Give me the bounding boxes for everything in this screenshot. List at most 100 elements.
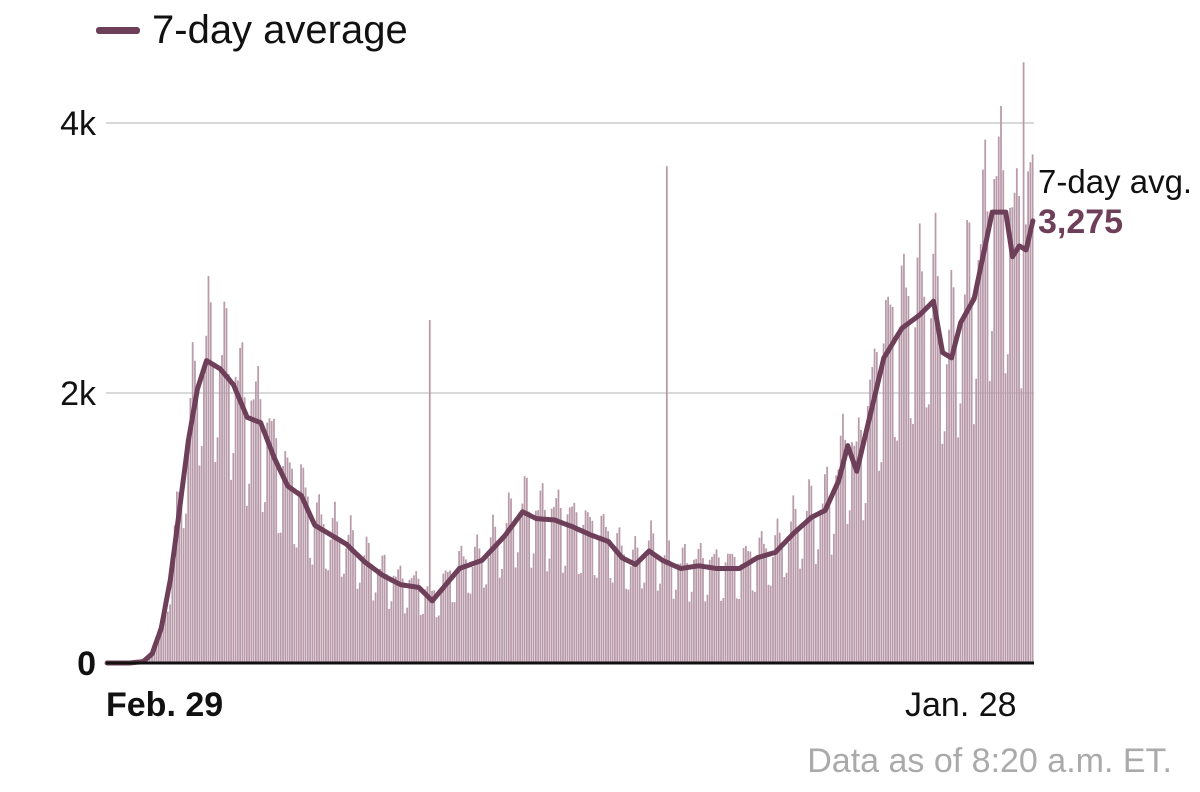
daily-bar [663,555,666,663]
daily-bar [1027,171,1029,664]
daily-bar [873,348,876,663]
daily-bar [939,337,941,663]
daily-bar [724,562,727,663]
daily-bar [580,572,582,663]
daily-bar [306,496,309,663]
daily-bar [754,591,756,663]
daily-bar [487,557,490,663]
daily-bar [722,598,725,663]
daily-bar [1002,170,1005,664]
daily-bar [593,575,596,663]
daily-bar [275,438,278,663]
daily-bar [774,535,777,663]
daily-bar [516,552,519,663]
daily-bar [889,304,892,663]
daily-bar [914,327,917,663]
daily-bar [392,575,395,663]
daily-bar [787,543,790,663]
daily-bar [954,341,957,663]
daily-bar [672,598,675,663]
daily-bar [462,556,465,663]
daily-bar [1029,162,1032,663]
daily-bar [607,531,610,663]
daily-bar [424,589,427,663]
x-tick-start: Feb. 29 [106,686,224,724]
daily-bar [810,485,813,663]
daily-bar [693,559,695,663]
y-tick-4k: 4k [60,105,96,143]
daily-bar [160,620,162,663]
daily-bar [855,441,858,663]
daily-bar [930,318,932,663]
daily-bar [291,468,293,663]
daily-bar [720,600,722,663]
daily-bar [322,524,325,663]
daily-bar [778,532,781,663]
daily-bar [582,524,585,663]
daily-bar [661,560,664,663]
daily-bar [670,563,673,663]
daily-bar [833,533,835,663]
latest-average-callout: 7-day avg. 3,275 [1038,162,1192,242]
daily-bar [923,296,926,663]
daily-bar [537,510,540,663]
daily-bar [794,508,797,663]
daily-bar [404,613,406,663]
daily-bar [699,542,702,663]
daily-bar [1024,224,1027,663]
daily-bar [668,540,670,663]
daily-bar [521,503,524,663]
daily-bar [252,399,255,663]
daily-bar [476,534,479,663]
daily-bar [546,571,549,663]
daily-bar [1013,192,1016,664]
daily-bar [327,570,330,663]
daily-bar [564,565,567,663]
daily-bar [273,418,275,663]
daily-bar [575,512,578,663]
daily-bar [535,510,537,663]
daily-bar [555,498,558,663]
daily-bar [866,406,869,663]
daily-bar [532,553,535,663]
daily-bar [629,566,632,663]
daily-bar [997,136,1000,663]
daily-bar [568,507,571,663]
daily-bar [837,469,840,663]
daily-bar [548,558,551,663]
daily-bar [884,299,887,663]
daily-bar [704,601,707,663]
daily-bar [248,483,251,663]
daily-bar [948,329,950,663]
daily-bar [465,559,467,663]
daily-bar [367,542,370,663]
callout-label: 7-day avg. [1038,163,1193,200]
daily-bar [584,510,587,663]
daily-bar [494,526,497,663]
daily-bar [444,570,447,663]
daily-bar [979,244,982,663]
daily-bar [776,518,779,663]
daily-bar [927,404,930,663]
daily-bar [652,533,655,663]
daily-bar [880,462,883,663]
daily-bar [769,585,772,663]
daily-bar [740,564,743,663]
daily-bar [266,422,269,663]
daily-bar [370,566,372,663]
daily-bar [860,429,862,663]
daily-bar [677,563,680,663]
daily-bar [180,487,183,663]
daily-bar [600,515,603,663]
daily-bar [234,377,237,663]
daily-bar [451,602,454,663]
daily-bar [514,567,517,663]
daily-bar [361,560,363,663]
daily-bar [507,492,510,663]
daily-bar [203,375,205,663]
daily-bar [900,265,903,663]
daily-bar [713,554,716,663]
daily-bar [492,514,494,663]
daily-bar [480,557,483,663]
daily-bar [772,556,774,663]
